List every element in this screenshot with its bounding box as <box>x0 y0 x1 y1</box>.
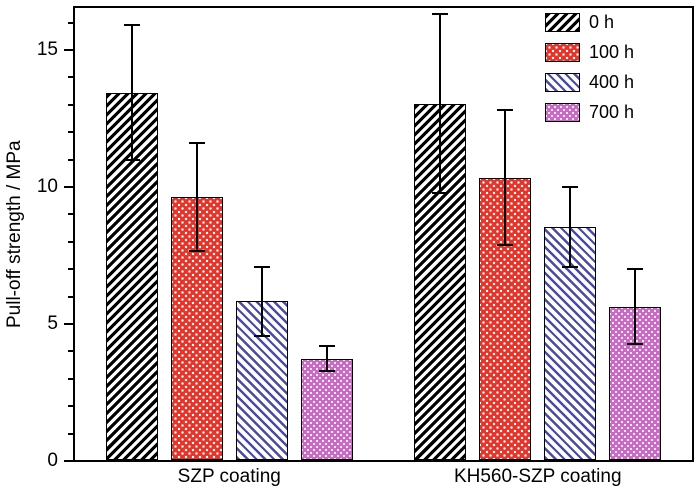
y-minor-tick <box>68 405 73 408</box>
legend-swatch-0-h <box>544 13 580 32</box>
y-tick-label-10: 10 <box>36 176 58 198</box>
legend-item-700-h: 700 h <box>544 102 634 122</box>
y-tick-label-15: 15 <box>36 39 58 61</box>
bar-100-h-kh560-szp-coating <box>479 177 532 460</box>
legend-swatch-400-h <box>544 73 580 92</box>
x-category-label-kh560-szp-coating: KH560-SZP coating <box>453 466 622 487</box>
legend-label-0-h: 0 h <box>588 12 614 32</box>
y-minor-tick <box>68 158 73 161</box>
legend-item-0-h: 0 h <box>544 12 634 32</box>
bar-400-h-kh560-szp-coating <box>544 227 597 460</box>
bar-700-h-szp-coating <box>300 358 353 460</box>
y-minor-tick <box>68 295 73 298</box>
error-bar-400-h-szp-coating <box>253 265 270 337</box>
y-tick-label-5: 5 <box>47 313 58 335</box>
legend: 0 h 100 h 400 h 700 h <box>544 12 634 133</box>
error-bar-100-h-szp-coating <box>188 142 205 252</box>
x-category-label-szp-coating: SZP coating <box>177 466 281 487</box>
y-minor-tick <box>68 103 73 106</box>
legend-label-700-h: 700 h <box>588 102 634 122</box>
error-bar-400-h-kh560-szp-coating <box>562 186 579 269</box>
y-minor-tick <box>68 240 73 243</box>
y-minor-tick <box>68 76 73 79</box>
error-bar-700-h-szp-coating <box>318 344 335 373</box>
error-bar-0-h-kh560-szp-coating <box>432 13 449 195</box>
plot-area: 0 h 100 h 400 h 700 h <box>75 8 692 460</box>
error-bar-100-h-kh560-szp-coating <box>497 109 514 247</box>
y-minor-tick <box>68 268 73 271</box>
error-bar-700-h-kh560-szp-coating <box>627 268 644 345</box>
y-minor-tick <box>68 131 73 134</box>
y-minor-tick <box>68 350 73 353</box>
legend-swatch-100-h <box>544 43 580 62</box>
y-minor-tick <box>68 213 73 216</box>
y-minor-tick <box>68 377 73 380</box>
legend-item-400-h: 400 h <box>544 72 634 92</box>
y-major-tick <box>64 460 73 462</box>
y-minor-tick <box>68 21 73 24</box>
legend-label-100-h: 100 h <box>588 42 634 62</box>
y-major-tick <box>64 323 73 326</box>
y-major-tick <box>64 186 73 189</box>
y-major-tick <box>64 49 73 52</box>
y-axis-title: Pull-off strength / MPa <box>4 140 25 328</box>
y-minor-tick <box>68 432 73 435</box>
error-bar-0-h-szp-coating <box>123 24 140 162</box>
y-tick-label-0: 0 <box>47 450 58 471</box>
legend-label-400-h: 400 h <box>588 72 634 92</box>
legend-swatch-700-h <box>544 103 580 122</box>
legend-item-100-h: 100 h <box>544 42 634 62</box>
